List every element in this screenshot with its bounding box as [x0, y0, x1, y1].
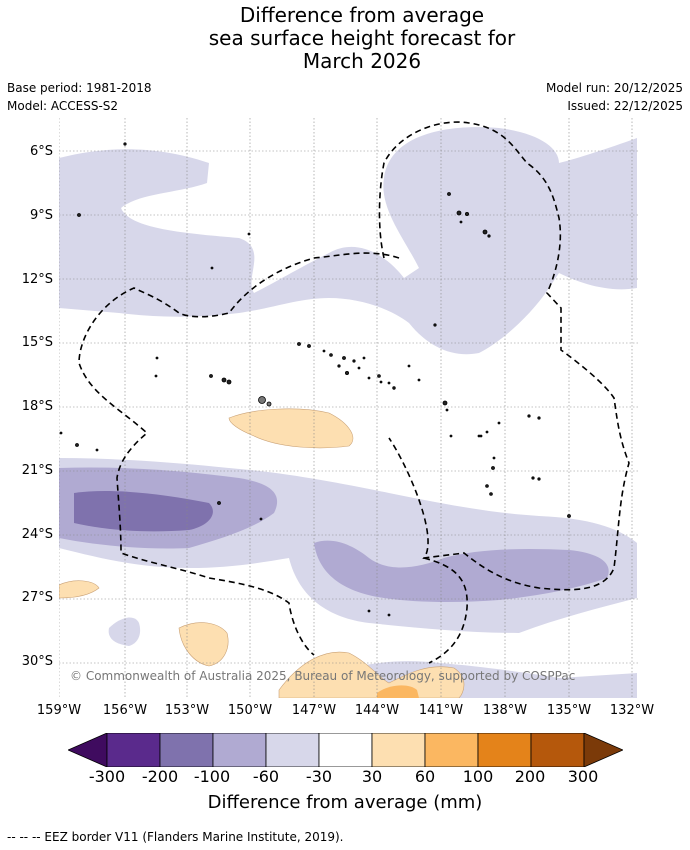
lon-tick-144w: 144°W [354, 703, 400, 718]
colorbar-label-minus30: -30 [305, 767, 333, 786]
eez-legend-note: -- -- -- EEZ border V11 (Flanders Marine… [7, 830, 344, 844]
eez-borders [78, 121, 630, 664]
colorbar-segment-6 [424, 733, 479, 767]
sea-surface-height-map [59, 118, 640, 698]
islands [59, 142, 571, 617]
colorbar-label-plus200: 200 [514, 767, 546, 786]
colorbar-label-minus60: -60 [252, 767, 280, 786]
lat-tick-30s: 30°S [21, 654, 53, 669]
lon-tick-150w: 150°W [227, 703, 273, 718]
lon-tick-156w: 156°W [102, 703, 148, 718]
colorbar-label-minus300: -300 [88, 767, 126, 786]
lat-tick-6s: 6°S [29, 144, 53, 159]
lon-tick-132w: 132°W [609, 703, 655, 718]
lon-tick-141w: 141°W [418, 703, 464, 718]
title-line-2: sea surface height forecast for [208, 26, 516, 50]
lat-tick-21s: 21°S [21, 463, 53, 478]
copyright-notice: © Commonwealth of Australia 2025, Bureau… [70, 669, 576, 683]
lon-tick-153w: 153°W [164, 703, 210, 718]
colorbar-segment-0 [106, 733, 161, 767]
colorbar-segment-5 [371, 733, 426, 767]
lon-tick-159w: 159°W [36, 703, 82, 718]
lon-tick-138w: 138°W [482, 703, 528, 718]
colorbar-segment-8 [530, 733, 585, 767]
lat-tick-24s: 24°S [21, 527, 53, 542]
colorbar-label-plus100: 100 [462, 767, 494, 786]
meta-left: Base period: 1981-2018 Model: ACCESS-S2 [7, 79, 152, 115]
issued-date: Issued: 22/12/2025 [567, 99, 683, 113]
lat-tick-15s: 15°S [21, 335, 53, 350]
colorbar-extend-high [583, 733, 623, 767]
title-line-3: March 2026 [302, 49, 422, 73]
lat-tick-18s: 18°S [21, 399, 53, 414]
colorbar-title: Difference from average (mm) [207, 792, 483, 813]
colorbar-label-plus30: 30 [361, 767, 383, 786]
colorbar-segment-7 [477, 733, 532, 767]
lon-tick-135w: 135°W [546, 703, 592, 718]
title-line-1: Difference from average [239, 3, 485, 27]
anomaly-minus100-region [74, 491, 213, 532]
base-period: Base period: 1981-2018 [7, 81, 152, 95]
map-title: Difference from average sea surface heig… [0, 4, 690, 73]
lat-tick-12s: 12°S [21, 272, 53, 287]
anomaly-minus30-region [59, 127, 637, 698]
colorbar-label-plus300: 300 [567, 767, 599, 786]
colorbar-label-minus200: -200 [141, 767, 179, 786]
colorbar [68, 733, 623, 767]
model-run: Model run: 20/12/2025 [545, 81, 683, 95]
colorbar-segment-4 [318, 733, 373, 767]
meta-right: Model run: 20/12/2025 Issued: 22/12/2025 [546, 79, 683, 115]
lon-tick-147w: 147°W [291, 703, 337, 718]
anomaly-plus30-region [59, 408, 465, 698]
colorbar-label-minus100: -100 [193, 767, 231, 786]
colorbar-label-plus60: 60 [414, 767, 436, 786]
colorbar-segment-3 [265, 733, 320, 767]
colorbar-extend-low [68, 733, 108, 767]
lat-tick-9s: 9°S [29, 208, 53, 223]
anomaly-plus60-region [377, 685, 419, 698]
colorbar-segment-1 [159, 733, 214, 767]
map-gridlines [59, 118, 640, 698]
model-name: Model: ACCESS-S2 [7, 99, 119, 113]
lat-tick-27s: 27°S [21, 590, 53, 605]
colorbar-segment-2 [212, 733, 267, 767]
